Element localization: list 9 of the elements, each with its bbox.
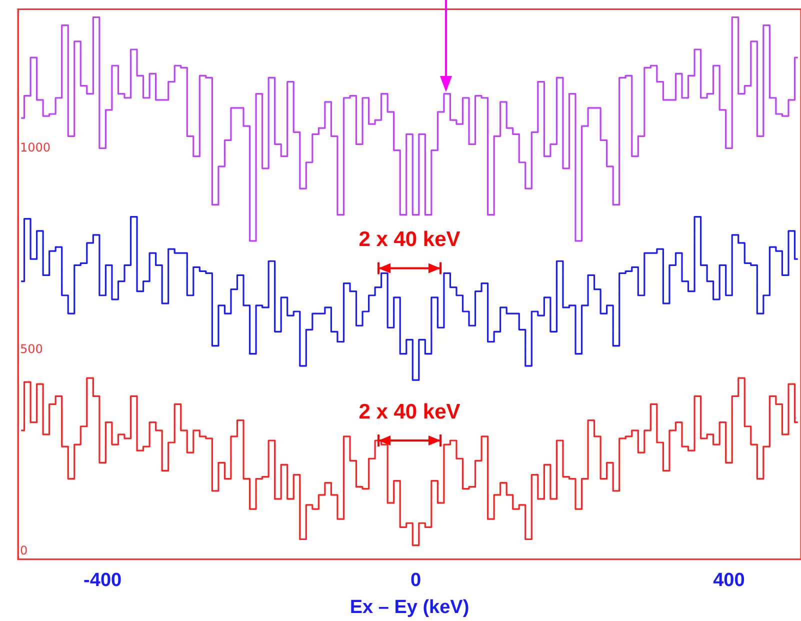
x-axis-title: Ex – Ey (keV) (350, 596, 470, 618)
x-tick-label: -400 (84, 570, 122, 592)
y-tick-label: 0 (20, 543, 28, 558)
y-tick-label: 1000 (20, 140, 51, 154)
x-tick-label: 0 (410, 570, 422, 592)
annotation: 2 x 40 keV (358, 400, 460, 424)
x-tick-label: 400 (713, 570, 745, 592)
y-tick-label: 500 (20, 342, 43, 356)
annotation: 2 x 40 keV (358, 228, 460, 252)
